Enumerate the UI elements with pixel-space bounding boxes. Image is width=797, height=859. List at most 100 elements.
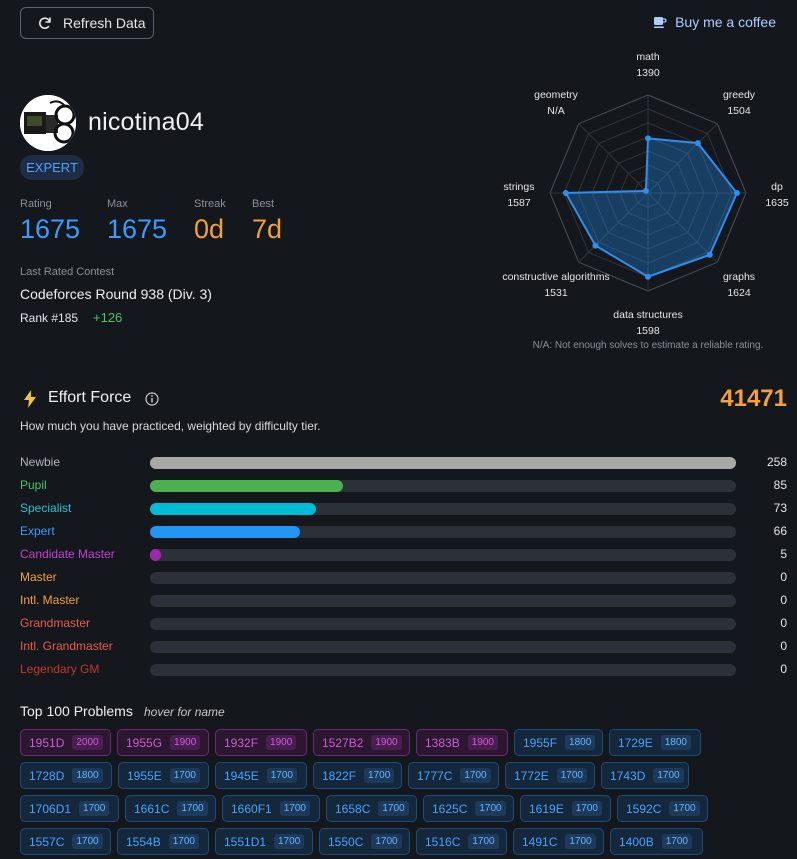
problem-chip[interactable]: 1945E 1700 bbox=[215, 762, 307, 789]
problem-chip[interactable]: 1729E 1800 bbox=[609, 729, 701, 756]
problem-rating: 1700 bbox=[475, 801, 506, 816]
problem-rating: 1800 bbox=[660, 735, 691, 750]
tier-label: Intl. Grandmaster bbox=[20, 639, 113, 653]
problem-chip[interactable]: 1619E 1700 bbox=[520, 795, 611, 822]
tier-row: Newbie 258 bbox=[20, 455, 790, 471]
problem-id: 1661C bbox=[134, 801, 170, 816]
problem-chip[interactable]: 1777C 1700 bbox=[408, 762, 499, 789]
problem-id: 1932F bbox=[224, 735, 259, 750]
problem-id: 1777C bbox=[417, 768, 453, 783]
tier-track bbox=[150, 480, 736, 492]
problem-id: 1383B bbox=[425, 735, 460, 750]
tier-label: Legendary GM bbox=[20, 662, 100, 676]
problem-chip[interactable]: 1516C 1700 bbox=[416, 828, 507, 855]
lightning-icon bbox=[24, 390, 36, 408]
problem-chip[interactable]: 1383B 1900 bbox=[416, 729, 508, 756]
tier-label: Pupil bbox=[20, 478, 47, 492]
problem-rating: 1800 bbox=[72, 768, 103, 783]
tier-label: Expert bbox=[20, 524, 55, 538]
problem-id: 1743D bbox=[610, 768, 646, 783]
problem-rating: 1900 bbox=[467, 735, 498, 750]
problem-chip[interactable]: 1551D1 1700 bbox=[215, 828, 313, 855]
problem-rating: 1700 bbox=[266, 768, 297, 783]
problem-chip[interactable]: 1955E 1700 bbox=[118, 762, 209, 789]
problem-id: 1955G bbox=[126, 735, 163, 750]
problem-rating: 1700 bbox=[460, 768, 491, 783]
tier-label: Candidate Master bbox=[20, 547, 115, 561]
refresh-data-button[interactable]: Refresh Data bbox=[20, 7, 154, 39]
tier-track bbox=[150, 526, 736, 538]
problem-chip[interactable]: 1491C 1700 bbox=[513, 828, 604, 855]
tier-fill bbox=[150, 549, 161, 561]
problem-id: 1660F1 bbox=[231, 801, 272, 816]
problem-id: 1822F bbox=[322, 768, 357, 783]
problem-chip[interactable]: 1660F1 1700 bbox=[222, 795, 320, 822]
problem-chip[interactable]: 1625C 1700 bbox=[423, 795, 514, 822]
problem-id: 1550C bbox=[328, 834, 364, 849]
problem-chip[interactable]: 1557C 1700 bbox=[20, 828, 111, 855]
problem-id: 1706D1 bbox=[29, 801, 72, 816]
problem-chip[interactable]: 1955G 1900 bbox=[117, 729, 209, 756]
radar-point bbox=[562, 190, 569, 196]
stat-max-value: 1675 bbox=[107, 214, 168, 244]
problem-chip[interactable]: 1400B 1700 bbox=[610, 828, 703, 855]
problem-rating: 1700 bbox=[378, 801, 409, 816]
problem-rating: 1700 bbox=[168, 834, 199, 849]
effort-force-description: How much you have practiced, weighted by… bbox=[20, 419, 321, 433]
last-contest-name: Codeforces Round 938 (Div. 3) bbox=[20, 286, 212, 302]
tier-row: Legendary GM 0 bbox=[20, 662, 790, 678]
refresh-icon bbox=[39, 17, 51, 29]
tier-track bbox=[150, 572, 736, 584]
problem-chip[interactable]: 1728D 1800 bbox=[20, 762, 112, 789]
problem-chip[interactable]: 1527B2 1900 bbox=[313, 729, 410, 756]
effort-force-title: Effort Force bbox=[48, 389, 132, 406]
problem-chip[interactable]: 1550C 1700 bbox=[319, 828, 410, 855]
tier-count: 66 bbox=[773, 524, 787, 538]
radar-point bbox=[592, 242, 599, 249]
problem-rating: 1900 bbox=[371, 735, 402, 750]
tier-label: Newbie bbox=[20, 455, 61, 469]
effort-force-total: 41471 bbox=[720, 385, 787, 412]
problem-id: 1772E bbox=[514, 768, 549, 783]
problem-chip[interactable]: 1772E 1700 bbox=[505, 762, 595, 789]
problem-id: 1619E bbox=[529, 801, 564, 816]
rank-badge: EXPERT bbox=[20, 155, 84, 180]
problem-rating: 1700 bbox=[468, 834, 499, 849]
radar-axis-value: 1531 bbox=[544, 287, 568, 299]
tier-row: Grandmaster 0 bbox=[20, 616, 790, 632]
problem-chip[interactable]: 1822F 1700 bbox=[313, 762, 402, 789]
radar-axis-value: 1587 bbox=[507, 197, 531, 209]
problem-chip[interactable]: 1951D 2000 bbox=[20, 729, 111, 756]
problem-rating: 1700 bbox=[669, 801, 700, 816]
problem-rating: 1700 bbox=[556, 768, 587, 783]
radar-axis-value: 1504 bbox=[727, 105, 751, 117]
info-icon[interactable] bbox=[145, 392, 159, 406]
problem-chip[interactable]: 1592C 1700 bbox=[617, 795, 708, 822]
problem-rating: 1700 bbox=[274, 834, 305, 849]
user-handle: nicotina04 bbox=[88, 108, 204, 136]
problem-chip[interactable]: 1932F 1900 bbox=[215, 729, 307, 756]
problem-chip[interactable]: 1743D 1700 bbox=[601, 762, 689, 789]
radar-spoke bbox=[578, 123, 649, 194]
tier-row: Intl. Grandmaster 0 bbox=[20, 639, 790, 655]
radar-axis-value: 1635 bbox=[765, 197, 789, 209]
buy-coffee-link[interactable]: Buy me a coffee bbox=[653, 14, 776, 30]
radar-axis-label: math bbox=[636, 51, 660, 63]
radar-point bbox=[706, 251, 713, 258]
tier-count: 5 bbox=[780, 547, 787, 561]
radar-axis-label: constructive algorithms bbox=[502, 271, 609, 283]
radar-note: N/A: Not enough solves to estimate a rel… bbox=[533, 340, 764, 351]
problem-chip[interactable]: 1706D1 1700 bbox=[20, 795, 119, 822]
tier-track bbox=[150, 457, 736, 469]
problem-rating: 1700 bbox=[571, 801, 602, 816]
radar-spoke bbox=[647, 123, 718, 194]
problem-chip[interactable]: 1661C 1700 bbox=[125, 795, 216, 822]
radar-axis-label: strings bbox=[504, 181, 535, 193]
problem-chip[interactable]: 1554B 1700 bbox=[117, 828, 209, 855]
problem-chip[interactable]: 1658C 1700 bbox=[326, 795, 417, 822]
radar-axis-label: greedy bbox=[723, 89, 756, 101]
radar-point bbox=[645, 135, 651, 142]
problem-chip[interactable]: 1955F 1800 bbox=[514, 729, 603, 756]
tier-count: 258 bbox=[766, 455, 787, 469]
top-problems-title: Top 100 Problems bbox=[20, 703, 133, 719]
